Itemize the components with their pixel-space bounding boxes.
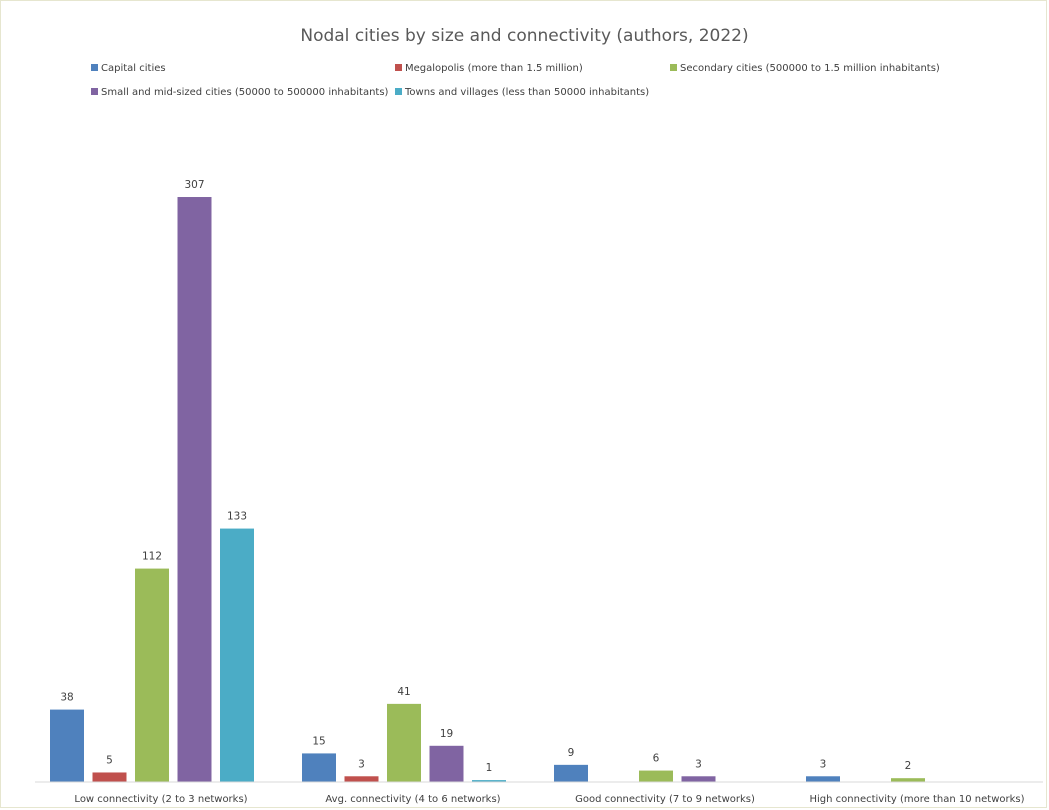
data-label: 5	[106, 754, 113, 766]
data-label: 9	[568, 747, 575, 759]
bar	[429, 745, 464, 782]
data-label: 112	[142, 551, 162, 563]
bar	[472, 780, 506, 782]
bar	[891, 778, 925, 782]
bar	[344, 776, 379, 782]
data-label: 1	[486, 762, 493, 774]
bar	[220, 528, 254, 782]
bar	[135, 568, 169, 782]
data-label: 41	[397, 686, 410, 698]
x-axis-tick-labels: Low connectivity (2 to 3 networks) Avg. c…	[74, 794, 1024, 805]
data-label: 3	[820, 758, 827, 770]
data-label: 15	[312, 735, 325, 747]
legend-label: Small and mid-sized cities (50000 to 500…	[101, 87, 389, 98]
bar	[554, 764, 588, 782]
legend-label: Towns and villages (less than 50000 inha…	[404, 87, 649, 98]
bar	[639, 770, 673, 782]
bar	[806, 776, 840, 782]
x-tick-label: High connectivity (more than 10 networks…	[809, 794, 1024, 805]
legend-swatch	[670, 64, 677, 71]
bar	[302, 753, 336, 782]
x-tick-label: Low connectivity (2 to 3 networks)	[74, 794, 247, 805]
bar	[681, 776, 716, 782]
data-label: 38	[60, 692, 73, 704]
x-tick-label: Avg. connectivity (4 to 6 networks)	[325, 794, 500, 805]
x-tick-label: Good connectivity (7 to 9 networks)	[575, 794, 755, 805]
legend-swatch	[395, 64, 402, 71]
bar	[387, 703, 421, 782]
legend-label: Secondary cities (500000 to 1.5 million …	[680, 63, 940, 74]
data-label: 3	[358, 758, 365, 770]
data-label: 2	[905, 760, 912, 772]
data-label: 3	[695, 758, 702, 770]
legend-swatch	[395, 88, 402, 95]
bar	[177, 197, 212, 783]
chart-title: Nodal cities by size and connectivity (a…	[300, 26, 748, 46]
bar	[92, 772, 127, 782]
data-label: 6	[653, 753, 660, 765]
legend: Capital cities Megalopolis (more than 1.5…	[91, 63, 940, 98]
data-label: 19	[440, 728, 453, 740]
legend-label: Capital cities	[101, 63, 166, 74]
bar	[50, 709, 84, 782]
legend-swatch	[91, 64, 98, 71]
data-label: 133	[227, 511, 247, 523]
data-label: 307	[184, 179, 204, 191]
legend-label: Megalopolis (more than 1.5 million)	[405, 63, 583, 74]
legend-swatch	[91, 88, 98, 95]
